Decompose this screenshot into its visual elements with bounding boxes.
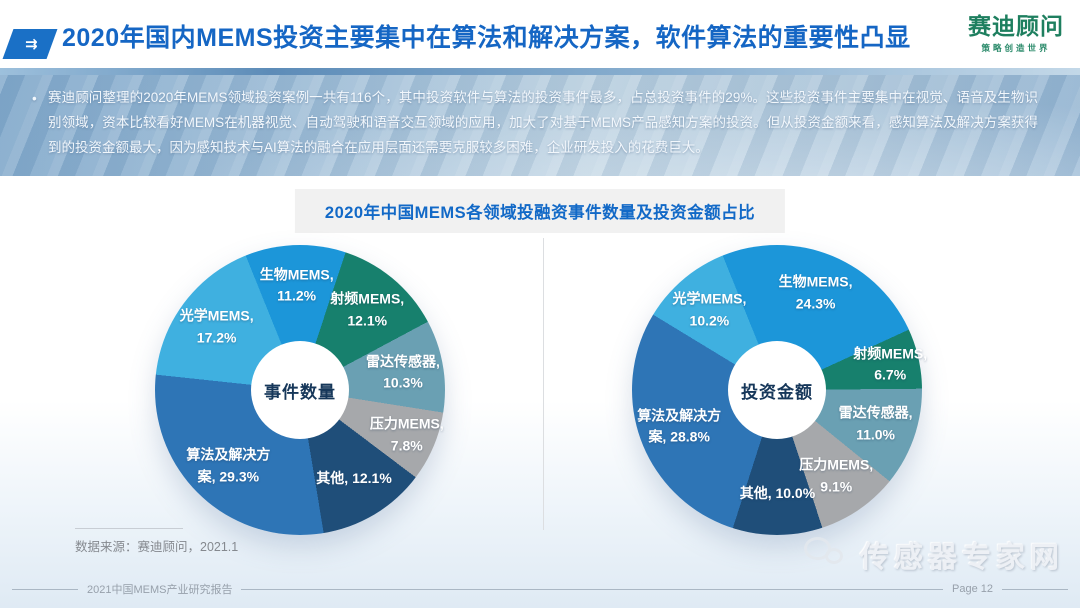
footer-report-name: 2021中国MEMS产业研究报告 <box>87 584 233 596</box>
chart-title-box: 2020年中国MEMS各领域投融资事件数量及投资金额占比 <box>294 189 786 233</box>
chart-title: 2020年中国MEMS各领域投融资事件数量及投资金额占比 <box>324 204 756 222</box>
header: ⇉ 2020年国内MEMS投资主要集中在算法和解决方案，软件算法的重要性凸显 赛… <box>0 0 1080 68</box>
chat-bubble-icon <box>824 548 843 564</box>
footer-line <box>1002 588 1068 590</box>
donut-chart-event-count: 事件数量 生物MEMS, 11.2% 射频MEMS, 12.1% 雷达传感器, 10.3%… <box>155 245 445 535</box>
chart-panel: 2020年中国MEMS各领域投融资事件数量及投资金额占比 事件数量 生物MEMS… <box>0 176 1080 608</box>
header-arrow-icon: ⇉ <box>2 29 58 59</box>
pie-hole: 投资金额 <box>728 341 826 439</box>
watermark: 传感器专家网 <box>803 534 1064 576</box>
logo-name: 赛迪顾问 <box>968 13 1064 39</box>
page-title: 2020年国内MEMS投资主要集中在算法和解决方案，软件算法的重要性凸显 <box>62 24 911 52</box>
wechat-icon <box>803 535 850 575</box>
source-divider-line <box>75 528 183 529</box>
logo-tagline: 策略创造世界 <box>981 43 1051 54</box>
pie-center-label: 事件数量 <box>264 382 336 402</box>
source-text: 数据来源：赛迪顾问，2021.1 <box>75 540 239 554</box>
watermark-text: 传感器专家网 <box>859 542 1064 574</box>
bullet-point: • <box>32 91 37 106</box>
footer-line <box>241 588 944 590</box>
pie-center-label: 投资金额 <box>741 382 813 402</box>
donut-chart-investment-amount: 投资金额 生物MEMS, 24.3% 射频MEMS, 6.7% 雷达传感器, 11.0% 压… <box>632 245 927 535</box>
footer-page-number: Page 12 <box>952 583 993 595</box>
pie-hole: 事件数量 <box>251 341 349 439</box>
arrow-glyph: ⇉ <box>24 36 36 53</box>
footer-line <box>12 588 78 590</box>
company-logo: 赛迪顾问 策略创造世界 <box>968 13 1064 54</box>
intro-paragraph: • 赛迪顾问整理的2020年MEMS领域投资案例一共有116个，其中投资软件与算… <box>32 86 1038 161</box>
footer: 2021中国MEMS产业研究报告 Page 12 <box>0 581 1080 597</box>
data-source: 数据来源：赛迪顾问，2021.1 <box>75 528 238 555</box>
intro-text: 赛迪顾问整理的2020年MEMS领域投资案例一共有116个，其中投资软件与算法的… <box>48 90 1038 155</box>
banner-photo: • 赛迪顾问整理的2020年MEMS领域投资案例一共有116个，其中投资软件与算… <box>0 68 1080 176</box>
vertical-divider <box>543 238 544 530</box>
